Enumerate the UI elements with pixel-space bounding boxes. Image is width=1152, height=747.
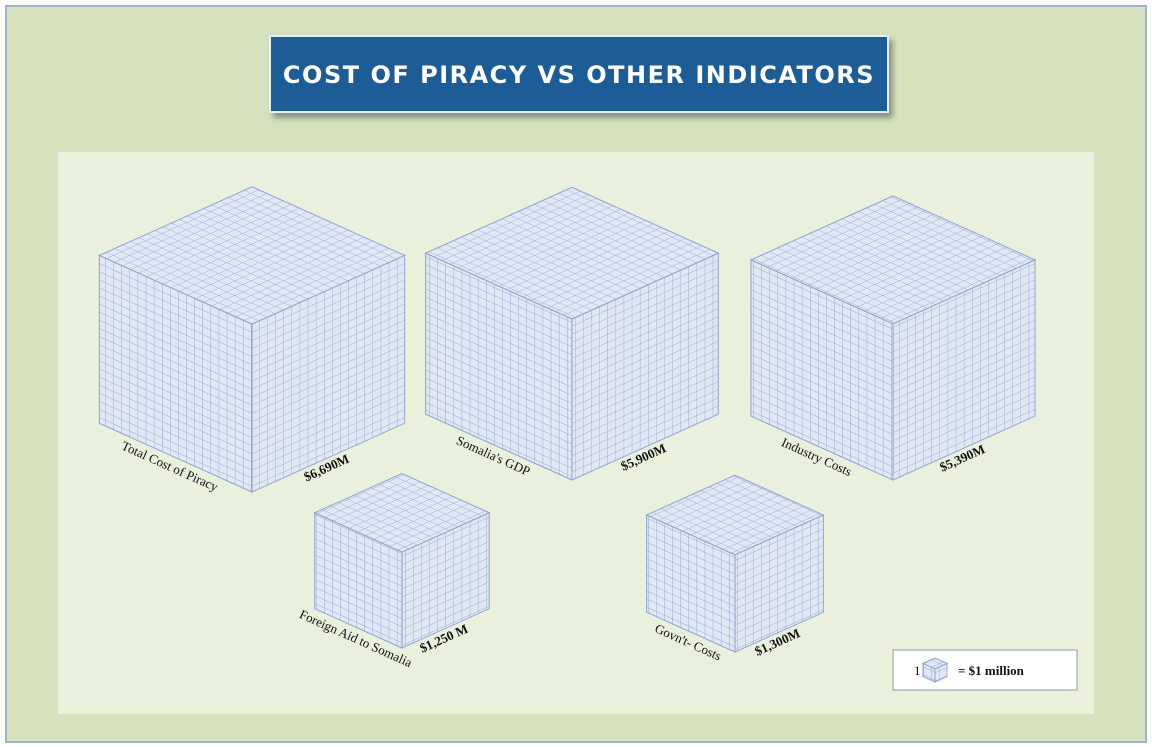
legend-cube	[921, 657, 949, 683]
top-face	[424, 186, 720, 320]
top-face	[645, 474, 825, 556]
cube-stack	[645, 474, 825, 653]
top-face	[921, 657, 949, 670]
legend-count: 1	[914, 663, 921, 678]
cube-stack	[313, 472, 491, 649]
top-face	[98, 186, 406, 325]
chart-title: COST OF PIRACY VS OTHER INDICATORS	[283, 61, 875, 89]
cube-stack	[749, 195, 1037, 481]
top-face	[749, 195, 1037, 325]
title-banner	[269, 35, 889, 113]
legend: 1 = $1 million	[892, 649, 1078, 691]
legend-label: = $1 million	[958, 663, 1025, 678]
cube-stack	[98, 186, 406, 493]
cube-stack	[424, 186, 720, 481]
top-face	[313, 472, 491, 553]
